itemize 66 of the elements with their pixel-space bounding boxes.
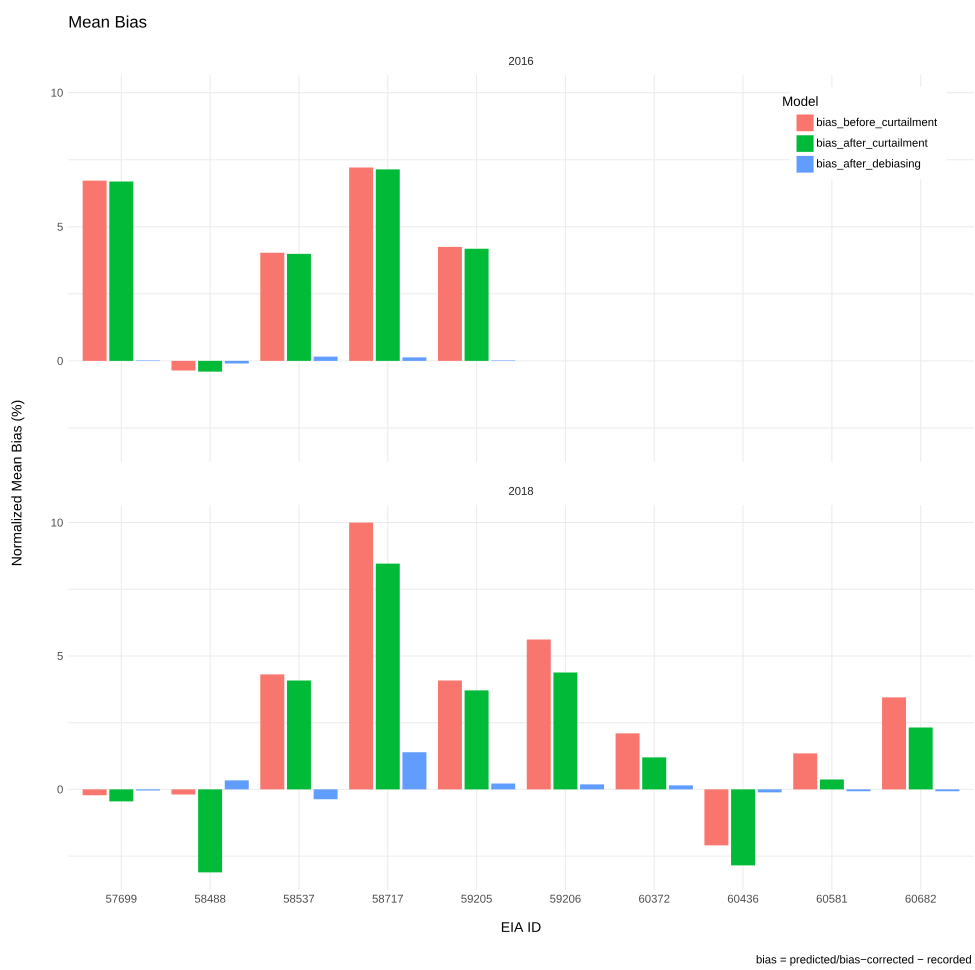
bar bbox=[198, 360, 222, 372]
bar bbox=[731, 789, 756, 866]
legend-label: bias_after_curtailment bbox=[816, 138, 928, 149]
x-tick-label: 60372 bbox=[639, 894, 670, 903]
chart-subtitle: 2018 bbox=[508, 486, 534, 495]
bar bbox=[526, 639, 551, 790]
bar bbox=[668, 785, 693, 790]
y-axis-title: Normalized Mean Bias (%) bbox=[11, 400, 24, 566]
bar bbox=[109, 789, 134, 802]
x-tick-label: 58537 bbox=[284, 894, 314, 903]
bar bbox=[793, 753, 818, 790]
bar bbox=[286, 680, 311, 790]
bar bbox=[109, 181, 134, 361]
x-tick-label: 60581 bbox=[816, 894, 848, 903]
bar bbox=[82, 789, 107, 796]
bar bbox=[464, 248, 489, 361]
y-tick-label: 5 bbox=[57, 652, 63, 660]
bar bbox=[286, 254, 311, 361]
x-axis-title: EIA ID bbox=[502, 922, 541, 932]
x-tick-label: 60682 bbox=[906, 894, 936, 903]
bar bbox=[171, 789, 196, 794]
bar bbox=[758, 789, 782, 792]
y-tick-label: 10 bbox=[52, 88, 63, 97]
bar bbox=[224, 360, 249, 364]
bar bbox=[376, 169, 400, 361]
bar bbox=[553, 672, 578, 790]
text: bias = predicted/bias−corrected − recorded bbox=[756, 955, 971, 966]
bar bbox=[171, 360, 196, 371]
bar bbox=[349, 168, 374, 361]
x-tick-label: 58717 bbox=[372, 894, 403, 903]
bar bbox=[198, 789, 222, 872]
bar bbox=[908, 728, 933, 790]
bar bbox=[464, 690, 489, 790]
bar bbox=[491, 784, 516, 790]
bar bbox=[642, 757, 666, 790]
bar bbox=[314, 356, 338, 361]
bar bbox=[314, 789, 338, 800]
y-tick-label: 5 bbox=[57, 222, 63, 231]
x-tick-label: 60436 bbox=[728, 894, 758, 903]
x-tick-label: 57699 bbox=[106, 894, 137, 903]
bar bbox=[438, 246, 462, 361]
y-tick-label: 0 bbox=[57, 356, 63, 365]
legend-label: bias_after_debiasing bbox=[816, 159, 920, 170]
bar bbox=[704, 789, 728, 846]
bar bbox=[224, 780, 249, 790]
bar bbox=[376, 564, 400, 790]
bar bbox=[260, 674, 284, 790]
bar bbox=[580, 784, 604, 790]
bar bbox=[882, 697, 906, 790]
bar bbox=[616, 733, 640, 790]
bar bbox=[402, 357, 426, 361]
y-tick-label: 0 bbox=[57, 785, 63, 794]
bar bbox=[820, 780, 844, 790]
x-tick-label: 58488 bbox=[194, 894, 226, 903]
chart-subtitle: 2016 bbox=[508, 56, 534, 65]
bar bbox=[260, 252, 284, 361]
bar bbox=[438, 680, 462, 790]
bar bbox=[349, 522, 374, 790]
x-tick-label: 59205 bbox=[461, 894, 492, 903]
bar bbox=[402, 752, 426, 790]
legend-label: bias_before_curtailment bbox=[816, 118, 938, 128]
x-tick-label: 59206 bbox=[550, 894, 581, 903]
y-tick-label: 10 bbox=[52, 518, 63, 527]
bar bbox=[82, 180, 107, 361]
legend-title: Model bbox=[783, 96, 818, 106]
chart-title: Mean Bias bbox=[70, 15, 146, 28]
